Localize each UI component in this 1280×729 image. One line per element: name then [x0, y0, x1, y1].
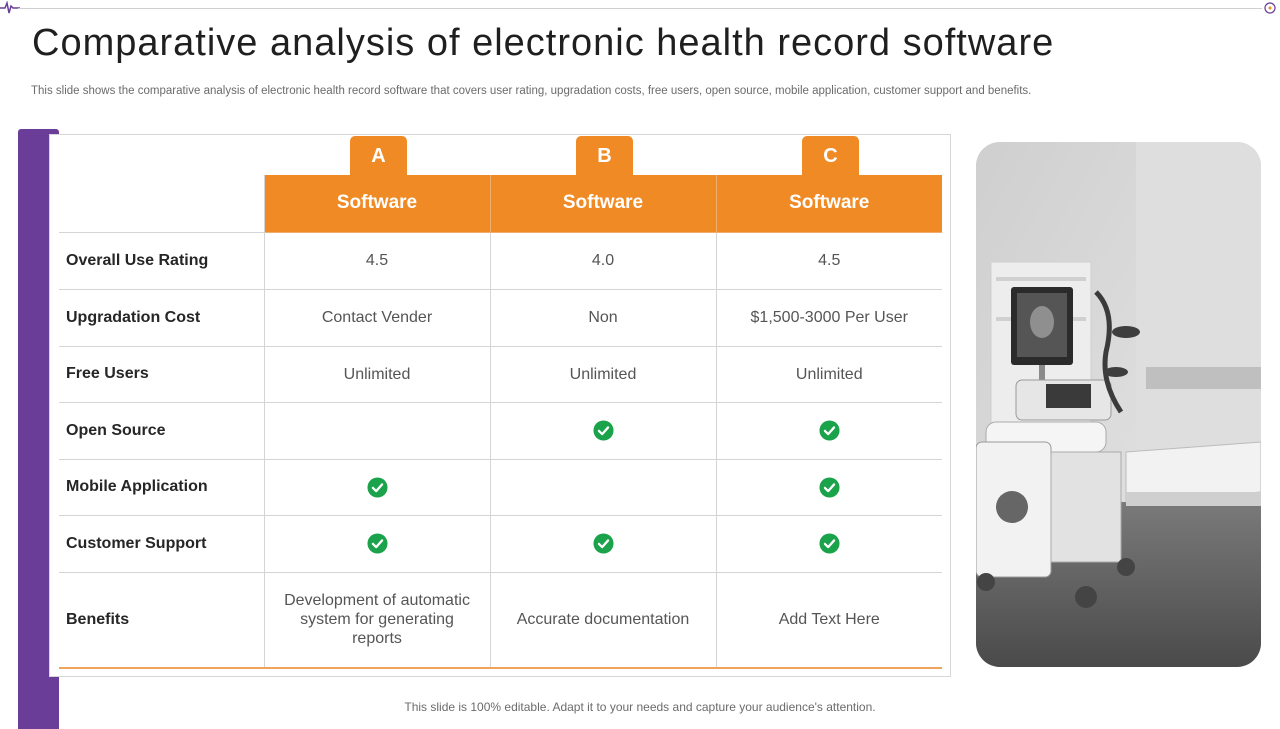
value-cell: Unlimited: [715, 345, 942, 403]
row-overall-use-rating: Overall Use Rating 4.5 4.0 4.5: [59, 231, 942, 290]
checkmark-icon: [366, 476, 388, 498]
check-cell: [263, 514, 491, 573]
heartbeat-icon: [0, 1, 20, 14]
checkmark-icon: [592, 420, 614, 441]
header-software-b: Software: [489, 175, 717, 233]
row-label: Open Source: [59, 401, 265, 460]
row-label: Upgradation Cost: [59, 288, 265, 347]
header-software-c: Software: [715, 175, 942, 233]
check-cell: [715, 401, 942, 460]
row-label: Benefits: [59, 571, 265, 669]
value-cell: 4.0: [489, 231, 717, 290]
row-label: Free Users: [59, 345, 265, 403]
value-cell: Add Text Here: [715, 571, 942, 669]
column-tab-b: B: [576, 136, 633, 178]
checkmark-icon: [592, 533, 614, 554]
ultrasound-room-photo: [976, 142, 1261, 667]
row-upgradation-cost: Upgradation Cost Contact Vender Non $1,5…: [59, 288, 942, 347]
table-header-row: Software Software Software: [59, 175, 942, 233]
value-cell: Accurate documentation: [489, 571, 717, 669]
header-software-a: Software: [263, 175, 491, 233]
check-cell: [489, 514, 717, 573]
check-cell: [489, 458, 717, 516]
value-cell: Contact Vender: [263, 288, 491, 347]
footer-note: This slide is 100% editable. Adapt it to…: [404, 700, 876, 714]
page-subtitle: This slide shows the comparative analysi…: [31, 85, 1032, 97]
value-cell: $1,500-3000 Per User: [715, 288, 942, 347]
crosshair-icon: [1264, 2, 1276, 14]
check-cell: [715, 514, 942, 573]
check-cell: [263, 458, 491, 516]
checkmark-icon: [819, 533, 840, 554]
top-divider: [18, 8, 1262, 9]
check-cell: [263, 401, 491, 460]
row-free-users: Free Users Unlimited Unlimited Unlimited: [59, 345, 942, 403]
check-cell: [489, 401, 717, 460]
value-cell: 4.5: [715, 231, 942, 290]
value-cell: 4.5: [263, 231, 491, 290]
column-tab-c: C: [802, 136, 859, 178]
row-mobile-application: Mobile Application: [59, 458, 942, 516]
checkmark-icon: [819, 420, 840, 441]
column-tab-a: A: [350, 136, 407, 178]
checkmark-icon: [366, 533, 388, 554]
header-corner-cell: [59, 175, 265, 232]
value-cell: Non: [489, 288, 717, 347]
row-label: Customer Support: [59, 514, 265, 573]
check-cell: [715, 458, 942, 516]
value-cell: Unlimited: [263, 345, 491, 403]
row-label: Mobile Application: [59, 458, 265, 516]
row-open-source: Open Source: [59, 401, 942, 460]
value-cell: Unlimited: [489, 345, 717, 403]
comparison-table: Software Software Software Overall Use R…: [59, 175, 942, 669]
row-customer-support: Customer Support: [59, 514, 942, 573]
row-benefits: Benefits Development of automatic system…: [59, 571, 942, 669]
row-label: Overall Use Rating: [59, 231, 265, 290]
page-title: Comparative analysis of electronic healt…: [32, 22, 1055, 64]
checkmark-icon: [819, 476, 840, 498]
value-cell: Development of automatic system for gene…: [263, 571, 491, 669]
